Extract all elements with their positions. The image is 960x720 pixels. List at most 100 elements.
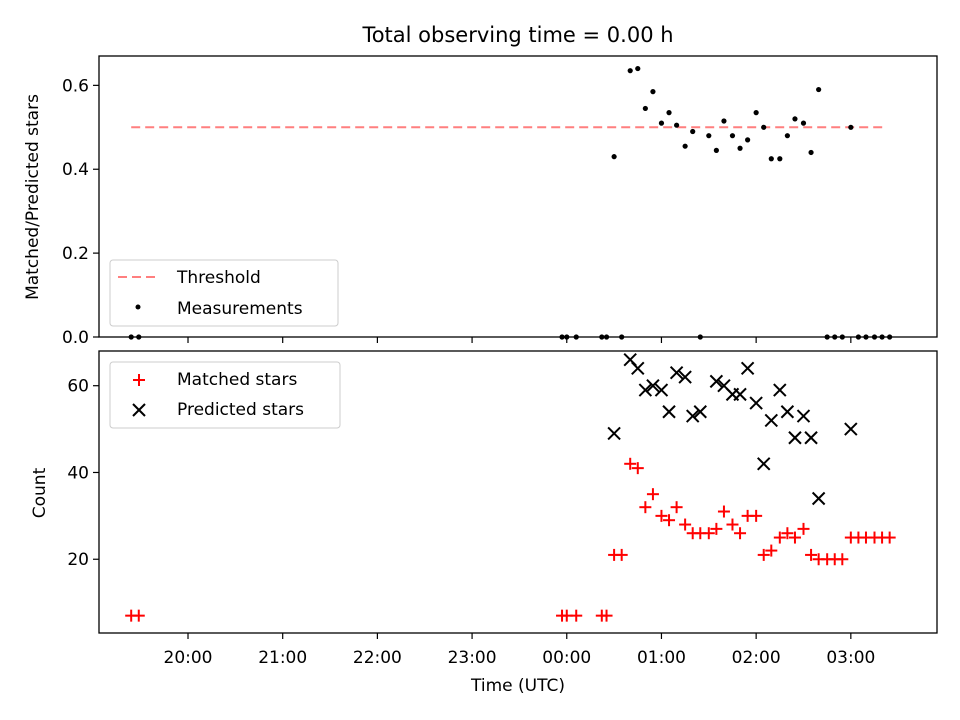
matched-star-point	[615, 548, 628, 561]
top-plot-frame	[98, 55, 938, 338]
matched-star-point	[757, 548, 770, 561]
predicted-star-points	[607, 352, 858, 506]
predicted-star-point	[788, 431, 802, 445]
matched-star-point	[883, 531, 896, 544]
measurement-point	[128, 334, 134, 340]
matched-star-point	[600, 609, 613, 622]
x-tick-label: 01:00	[637, 648, 686, 668]
matched-star-point	[726, 518, 739, 531]
predicted-star-point	[638, 383, 653, 397]
measurement-point	[658, 120, 665, 126]
measurement-point	[559, 334, 565, 340]
measurement-point	[768, 156, 774, 162]
bottom-plot-frame	[98, 350, 938, 634]
matched-star-point	[805, 548, 818, 561]
predicted-star-point	[780, 405, 795, 419]
matched-star-point	[631, 462, 644, 475]
x-tick-label: 22:00	[353, 648, 402, 668]
measurement-point	[619, 334, 625, 340]
predicted-star-point	[733, 387, 747, 402]
x-axis-label: Time (UTC)	[470, 676, 565, 696]
predicted-star-point	[749, 396, 763, 410]
measurement-point	[599, 334, 605, 340]
legend-measurements-swatch	[135, 304, 141, 310]
matched-star-point	[734, 527, 747, 540]
predicted-star-point	[773, 383, 787, 397]
measurement-point	[666, 110, 672, 116]
matched-star-point	[788, 531, 801, 544]
measurement-point	[713, 147, 719, 153]
measurement-point	[737, 145, 743, 151]
top-legend: Threshold Measurements	[109, 259, 339, 327]
predicted-star-point	[796, 409, 811, 423]
measurement-point	[777, 156, 783, 162]
x-tick-label: 02:00	[732, 648, 781, 668]
matched-star-point	[836, 553, 849, 566]
bottom-y-tick-label: 40	[67, 463, 89, 483]
predicted-star-point	[693, 405, 707, 419]
matched-star-point	[710, 522, 723, 535]
matched-star-point	[702, 527, 715, 540]
bottom-x-axis: 20:00 21:00 22:00 23:00 00:00 01:00 02:00 03:00	[164, 633, 875, 668]
top-legend-box	[109, 259, 339, 327]
measurement-point	[573, 334, 579, 340]
measurement-point	[611, 154, 617, 160]
legend-predicted-label: Predicted stars	[177, 400, 304, 420]
bottom-plot-area: 20 40 60 20:00 21:00 22:00 23:00 00:00 01:00 02:…	[30, 350, 938, 696]
measurement-point	[674, 122, 680, 128]
top-y-axis-label: Matched/Predicted stars	[23, 94, 43, 300]
measurement-point	[650, 89, 656, 95]
measurement-point	[800, 120, 807, 126]
top-y-tick-label: 0.0	[62, 328, 89, 348]
x-tick-label: 03:00	[826, 648, 875, 668]
top-y-tick-label: 0.2	[62, 244, 89, 264]
legend-measurements-label: Measurements	[177, 299, 303, 319]
x-tick-label: 20:00	[164, 648, 213, 668]
measurement-point	[642, 105, 648, 112]
bottom-y-tick-label: 60	[67, 377, 89, 397]
bottom-legend: Matched stars Predicted stars	[109, 361, 341, 429]
measurement-point	[745, 137, 751, 143]
predicted-star-point	[764, 413, 779, 428]
x-tick-label: 23:00	[448, 648, 497, 668]
matched-star-point	[132, 609, 145, 622]
matched-star-point	[639, 501, 652, 514]
matched-star-point	[646, 488, 659, 501]
matched-star-point	[765, 544, 778, 557]
predicted-star-point	[631, 361, 645, 376]
top-x-ticks	[187, 337, 852, 343]
measurement-point	[839, 334, 845, 340]
predicted-star-point	[654, 383, 669, 397]
predicted-star-point	[607, 426, 621, 441]
predicted-star-point	[844, 422, 858, 436]
measurement-point	[706, 133, 712, 139]
measurement-point	[863, 334, 869, 340]
predicted-star-point	[811, 491, 826, 506]
top-y-tick-label: 0.4	[62, 160, 89, 180]
predicted-star-point	[740, 361, 755, 376]
predicted-star-point	[669, 365, 684, 380]
measurement-point	[871, 334, 878, 340]
measurement-point	[792, 116, 798, 122]
legend-matched-label: Matched stars	[177, 370, 297, 390]
bottom-y-axis-label: Count	[30, 467, 50, 518]
bottom-legend-box	[109, 361, 341, 429]
matched-star-point	[655, 509, 668, 522]
matched-star-point	[797, 522, 810, 535]
measurement-point	[784, 133, 790, 139]
measurement-point	[136, 334, 142, 340]
measurement-point	[627, 68, 633, 74]
legend-matched-swatch	[133, 374, 145, 386]
x-tick-label: 21:00	[258, 648, 307, 668]
predicted-star-point	[804, 431, 818, 445]
measurement-point	[816, 86, 822, 93]
measurement-point	[848, 124, 854, 130]
measurement-point	[697, 334, 703, 340]
measurement-point	[855, 334, 862, 340]
measurement-point	[690, 128, 696, 135]
top-y-axis: 0.0 0.2 0.4 0.6	[62, 76, 99, 348]
legend-predicted-swatch	[132, 403, 146, 417]
legend-threshold-label: Threshold	[176, 268, 261, 288]
bottom-y-axis: 20 40 60	[67, 377, 99, 570]
